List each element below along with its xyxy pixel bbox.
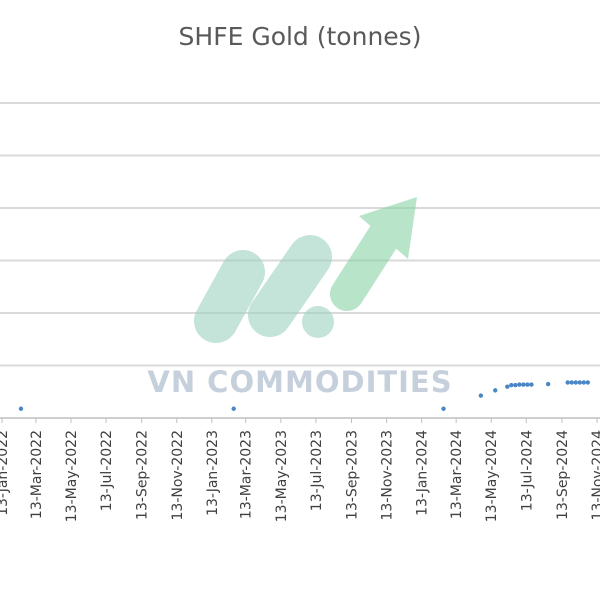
x-tick-label: 13-Sep-2023 (345, 430, 361, 520)
x-tick-label: 13-May-2023 (274, 430, 290, 522)
data-points (18, 380, 591, 411)
data-point (18, 406, 24, 411)
data-point (441, 406, 446, 411)
data-point (565, 380, 570, 385)
data-point (521, 382, 526, 387)
x-axis: 13-Jan-2022 13-Mar-2022 13-May-2022 13-Jul-… (0, 417, 600, 522)
x-tick-label: 13-Mar-2022 (29, 430, 45, 519)
x-tick-label: 13-Jul-2024 (519, 430, 535, 511)
data-point (577, 380, 582, 385)
x-tick-label: 13-Jan-2023 (205, 430, 221, 516)
data-point (569, 380, 574, 385)
data-point (231, 406, 236, 411)
data-point (585, 380, 591, 385)
x-tick-label: 13-Sep-2024 (555, 430, 571, 520)
logo-dot (302, 306, 334, 338)
logo-bar-1 (194, 250, 265, 343)
watermark-logo: VN COMMODITIES (147, 197, 452, 399)
x-tick-label: 13-Nov-2024 (590, 430, 600, 521)
logo-arrow-head (359, 197, 417, 259)
x-tick-label: 13-Nov-2022 (170, 430, 186, 521)
logo-arrow-shaft (330, 213, 405, 311)
x-tick-label: 13-Jan-2022 (0, 430, 11, 516)
x-tick-label: 13-May-2024 (484, 430, 500, 522)
x-tick-label: 13-Jan-2024 (415, 430, 431, 516)
data-point (513, 382, 518, 388)
data-point (509, 382, 514, 388)
data-point (545, 381, 551, 387)
data-point (581, 380, 586, 385)
data-point (573, 380, 578, 385)
data-point (529, 382, 534, 387)
x-tick-label: 13-Mar-2023 (239, 430, 255, 519)
x-tick-label: 13-Sep-2022 (135, 430, 151, 520)
watermark-text: VN COMMODITIES (147, 365, 452, 399)
x-tick-label: 13-Mar-2024 (449, 430, 465, 519)
data-point (525, 382, 530, 387)
chart-title: SHFE Gold (tonnes) (178, 22, 422, 51)
data-point (478, 393, 484, 398)
logo-bar-2 (248, 235, 332, 337)
gridlines (0, 102, 600, 367)
x-tick-label: 13-Jul-2022 (99, 430, 115, 511)
x-tick-label: 13-Jul-2023 (309, 430, 325, 511)
data-point (505, 384, 510, 389)
x-tick-label: 13-May-2022 (64, 430, 80, 522)
data-point (517, 382, 522, 387)
data-point (493, 388, 498, 393)
x-tick-label: 13-Nov-2023 (380, 430, 396, 521)
